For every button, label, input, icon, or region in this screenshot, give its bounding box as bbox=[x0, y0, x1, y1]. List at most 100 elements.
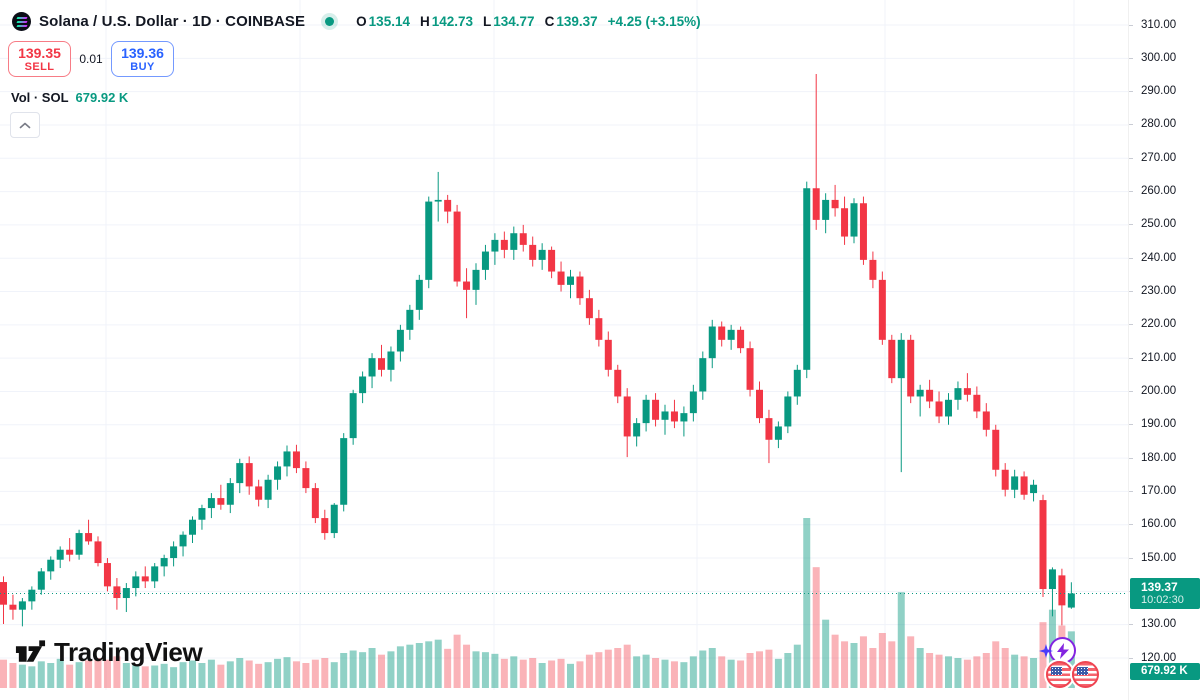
candle-body bbox=[689, 391, 697, 414]
candle-body bbox=[595, 318, 603, 340]
open-label: O bbox=[356, 14, 367, 29]
volume-bar bbox=[841, 641, 849, 688]
price-scale-label: 290.00 bbox=[1141, 85, 1177, 98]
volume-bar bbox=[453, 634, 461, 688]
buy-button[interactable]: 139.36 BUY bbox=[111, 41, 174, 77]
ohlc-readout: O 135.14 H 142.73 L 134.77 C 139.37 +4.25 (+… bbox=[356, 14, 701, 29]
candle-body bbox=[699, 358, 707, 392]
volume-bar bbox=[170, 667, 178, 688]
volume-bar bbox=[519, 659, 527, 688]
volume-bar bbox=[869, 648, 877, 688]
candle-body bbox=[945, 399, 952, 417]
volume-badge: 679.92 K bbox=[1130, 663, 1200, 680]
lightning-event-icon[interactable] bbox=[1049, 637, 1076, 664]
collapse-legend-button[interactable] bbox=[10, 112, 40, 138]
market-status-dot-icon[interactable] bbox=[325, 17, 335, 26]
volume-bar bbox=[56, 658, 64, 688]
candle-body bbox=[935, 401, 943, 417]
volume-bar bbox=[708, 648, 716, 688]
volume-bar bbox=[623, 644, 631, 688]
candle-body bbox=[1067, 593, 1075, 608]
price-scale-tick bbox=[1129, 357, 1133, 359]
price-scale-label: 120.00 bbox=[1141, 651, 1177, 664]
candle-body bbox=[359, 376, 367, 394]
us-flag-event-icon[interactable] bbox=[1072, 661, 1099, 688]
us-flag-event-icon[interactable] bbox=[1046, 661, 1073, 688]
candle-body bbox=[869, 259, 877, 280]
candle-body bbox=[538, 249, 546, 260]
candle-body bbox=[160, 558, 168, 567]
candle-body bbox=[85, 533, 93, 542]
candle-body bbox=[207, 498, 215, 509]
price-scale-tick bbox=[1129, 257, 1133, 259]
candle-body bbox=[387, 351, 395, 370]
symbol-title[interactable]: Solana / U.S. Dollar · 1D · COINBASE bbox=[39, 13, 306, 30]
candle-body bbox=[756, 389, 763, 419]
volume-bar bbox=[217, 664, 225, 688]
volume-bar bbox=[141, 666, 149, 688]
volume-bar bbox=[132, 664, 140, 688]
price-scale-label: 160.00 bbox=[1141, 518, 1177, 531]
candle-body bbox=[567, 276, 574, 285]
candle-body bbox=[340, 438, 348, 505]
price-scale-label: 180.00 bbox=[1141, 451, 1177, 464]
price-scale-tick bbox=[1129, 191, 1133, 193]
candle-body bbox=[510, 233, 518, 250]
volume-bar bbox=[236, 658, 244, 688]
volume-bar bbox=[160, 663, 168, 688]
volume-bar bbox=[784, 653, 792, 688]
candle-body bbox=[1001, 469, 1009, 490]
price-scale-label: 150.00 bbox=[1141, 551, 1177, 564]
price-scale-label: 310.00 bbox=[1141, 18, 1177, 31]
price-scale-tick bbox=[1129, 224, 1133, 226]
volume-bar bbox=[198, 663, 206, 688]
price-scale-label: 220.00 bbox=[1141, 318, 1177, 331]
candle-body bbox=[236, 463, 244, 484]
volume-bar bbox=[491, 653, 499, 688]
volume-bar bbox=[340, 653, 348, 688]
flag-canton bbox=[1077, 667, 1088, 675]
volume-bar bbox=[945, 656, 952, 688]
current-price-badge: 139.37 10:02:30 bbox=[1130, 578, 1200, 610]
price-scale[interactable]: 139.37 10:02:30 679.92 K 310.00 300.00 290… bbox=[1128, 0, 1200, 700]
volume-bar bbox=[481, 652, 489, 688]
volume-bar bbox=[396, 646, 404, 688]
volume-bar bbox=[604, 649, 612, 688]
candle-body bbox=[103, 563, 111, 587]
sell-button[interactable]: 139.35 SELL bbox=[8, 41, 71, 77]
candle-body bbox=[859, 203, 867, 260]
volume-bar bbox=[28, 666, 36, 688]
price-scale-label: 210.00 bbox=[1141, 351, 1177, 364]
price-scale-label: 270.00 bbox=[1141, 151, 1177, 164]
lightning-bolt-icon bbox=[1056, 642, 1069, 659]
volume-bar bbox=[425, 641, 433, 688]
price-scale-tick bbox=[1129, 157, 1133, 159]
candle-body bbox=[349, 393, 357, 439]
candle-body bbox=[75, 533, 83, 555]
candle-body bbox=[916, 389, 924, 397]
candle-body bbox=[774, 426, 782, 440]
trade-panel: 139.35 SELL 0.01 139.36 BUY bbox=[8, 41, 174, 77]
price-scale-label: 260.00 bbox=[1141, 185, 1177, 198]
price-scale-tick bbox=[1129, 624, 1133, 626]
volume-bar bbox=[255, 663, 263, 688]
candle-body bbox=[926, 389, 934, 402]
candle-body bbox=[1058, 575, 1066, 606]
volume-bar bbox=[737, 660, 745, 688]
volume-bar bbox=[311, 659, 319, 688]
candle-body bbox=[803, 188, 811, 370]
volume-bar bbox=[756, 651, 763, 688]
candle-body bbox=[500, 239, 508, 250]
volume-bar bbox=[434, 639, 442, 688]
volume-bar bbox=[368, 648, 376, 688]
candle-body bbox=[491, 239, 499, 252]
candle-body bbox=[132, 576, 140, 589]
volume-bar bbox=[774, 658, 782, 688]
candle-body bbox=[283, 451, 291, 467]
candle-body bbox=[444, 199, 452, 212]
volume-bar bbox=[378, 654, 385, 688]
price-scale-tick bbox=[1129, 57, 1133, 59]
volume-bar bbox=[179, 662, 187, 688]
